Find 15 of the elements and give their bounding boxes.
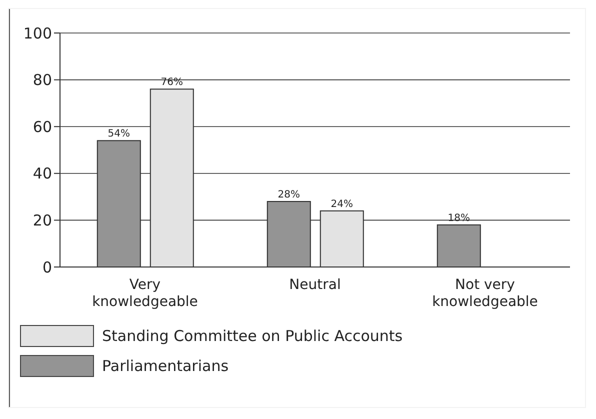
- data-label: 24%: [330, 198, 354, 210]
- x-tick-label: Very knowledgeable: [92, 277, 198, 310]
- x-tick-label: Not very knowledgeable: [432, 277, 538, 310]
- data-label: 28%: [278, 189, 300, 200]
- y-tick-label: 0: [42, 258, 52, 276]
- y-tick-label: 80: [32, 71, 52, 90]
- legend-label: Parliamentarians: [102, 357, 229, 375]
- y-tick-label: 100: [23, 24, 52, 42]
- y-tick-label: 40: [32, 164, 52, 183]
- data-label: 76%: [160, 77, 184, 88]
- y-tick-label: 60: [32, 118, 52, 136]
- legend-label: Standing Committee on Public Accounts: [102, 327, 403, 345]
- y-tick-label: 20: [32, 212, 52, 230]
- x-tick-label: Neutral: [289, 277, 341, 293]
- data-label: 54%: [108, 128, 130, 140]
